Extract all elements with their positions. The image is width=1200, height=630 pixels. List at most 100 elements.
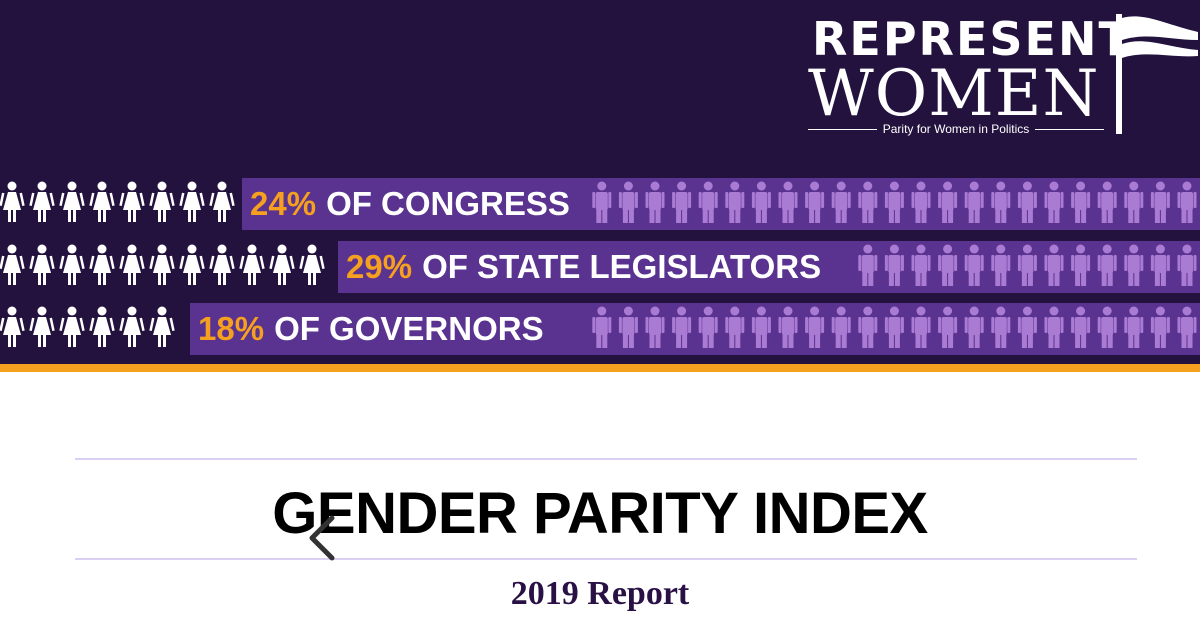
man-icon	[672, 306, 692, 348]
divider-top	[75, 458, 1137, 460]
man-icon	[884, 244, 904, 286]
stat-row-governors: 18% OF GOVERNORS	[0, 301, 1200, 357]
man-icon	[1124, 181, 1144, 223]
chevron-left-icon[interactable]	[300, 508, 344, 568]
man-icon	[1017, 306, 1037, 348]
man-icon	[964, 244, 984, 286]
man-icon	[618, 181, 638, 223]
woman-icon	[209, 181, 235, 222]
man-icon	[751, 181, 771, 223]
man-icon	[592, 306, 612, 348]
man-icon	[805, 306, 825, 348]
women-icons	[0, 181, 235, 222]
man-icon	[1044, 181, 1064, 223]
man-icon	[831, 181, 851, 223]
hero-banner: REPRESENT WOMEN Parity for Women in Poli…	[0, 0, 1200, 366]
stat-row-congress: 24% OF CONGRESS	[0, 176, 1200, 232]
woman-icon	[29, 244, 55, 285]
woman-icon	[29, 181, 55, 222]
man-icon	[698, 181, 718, 223]
man-icon	[858, 306, 878, 348]
man-icon	[991, 306, 1011, 348]
man-icon	[884, 306, 904, 348]
woman-icon	[29, 306, 55, 347]
logo-line-women: WOMEN	[808, 57, 1100, 131]
report-subtitle: 2019 Report	[510, 575, 690, 612]
man-icon	[618, 306, 638, 348]
woman-icon	[0, 244, 25, 285]
logo-line-represent: REPRESENT	[812, 12, 1132, 66]
woman-icon	[179, 181, 205, 222]
man-icon	[1124, 244, 1144, 286]
man-icon	[645, 181, 665, 223]
woman-icon	[0, 306, 25, 347]
woman-icon	[209, 244, 235, 285]
stat-state-legislators: 29% OF STATE LEGISLATORS	[346, 239, 821, 295]
man-icon	[1124, 306, 1144, 348]
woman-icon	[149, 244, 175, 285]
man-icon	[1017, 244, 1037, 286]
page-title: GENDER PARITY INDEX	[272, 481, 928, 546]
man-icon	[592, 181, 612, 223]
woman-icon	[89, 181, 115, 222]
flag-icon	[1116, 14, 1198, 134]
woman-icon	[59, 306, 85, 347]
man-icon	[778, 306, 798, 348]
woman-icon	[59, 244, 85, 285]
stat-label: OF GOVERNORS	[274, 310, 544, 347]
woman-icon	[149, 181, 175, 222]
man-icon	[1150, 244, 1170, 286]
divider-bottom	[75, 558, 1137, 560]
stat-congress: 24% OF CONGRESS	[250, 176, 570, 232]
represent-women-logo[interactable]: REPRESENT WOMEN Parity for Women in Poli…	[808, 10, 1200, 140]
man-icon	[751, 306, 771, 348]
man-icon	[1044, 244, 1064, 286]
stat-percent: 24%	[250, 185, 317, 222]
man-icon	[1150, 306, 1170, 348]
men-icons	[592, 306, 1197, 348]
man-icon	[1097, 181, 1117, 223]
men-icons	[592, 181, 1197, 223]
man-icon	[858, 244, 878, 286]
man-icon	[858, 181, 878, 223]
stat-label: OF CONGRESS	[326, 185, 570, 222]
stat-percent: 29%	[346, 248, 413, 285]
man-icon	[911, 244, 931, 286]
man-icon	[991, 244, 1011, 286]
man-icon	[725, 181, 745, 223]
women-icons	[0, 306, 175, 347]
logo-tagline-text: Parity for Women in Politics	[882, 122, 1030, 136]
men-icons	[858, 244, 1197, 286]
man-icon	[805, 181, 825, 223]
woman-icon	[299, 244, 325, 285]
logo-tagline: Parity for Women in Politics	[808, 122, 1104, 136]
man-icon	[645, 306, 665, 348]
man-icon	[938, 244, 958, 286]
woman-icon	[149, 306, 175, 347]
stat-label: OF STATE LEGISLATORS	[422, 248, 822, 285]
woman-icon	[119, 181, 145, 222]
man-icon	[964, 181, 984, 223]
woman-icon	[89, 306, 115, 347]
stat-row-state-legislators: 29% OF STATE LEGISLATORS	[0, 239, 1200, 295]
man-icon	[1044, 306, 1064, 348]
man-icon	[1071, 181, 1091, 223]
stat-governors: 18% OF GOVERNORS	[198, 301, 544, 357]
man-icon	[831, 306, 851, 348]
man-icon	[1097, 244, 1117, 286]
man-icon	[991, 181, 1011, 223]
man-icon	[884, 181, 904, 223]
accent-strip	[0, 364, 1200, 372]
woman-icon	[269, 244, 295, 285]
man-icon	[1071, 306, 1091, 348]
woman-icon	[89, 244, 115, 285]
man-icon	[1017, 181, 1037, 223]
stat-percent: 18%	[198, 310, 265, 347]
man-icon	[911, 181, 931, 223]
man-icon	[938, 306, 958, 348]
man-icon	[938, 181, 958, 223]
woman-icon	[59, 181, 85, 222]
women-icons	[0, 244, 325, 285]
man-icon	[778, 181, 798, 223]
man-icon	[672, 181, 692, 223]
